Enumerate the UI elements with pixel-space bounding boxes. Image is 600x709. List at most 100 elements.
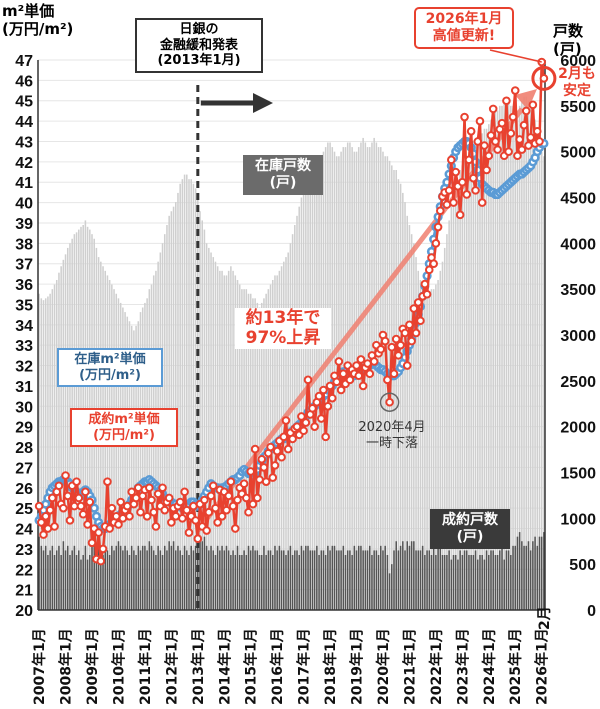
inventory-count-bar — [443, 247, 446, 610]
inventory-count-bar — [463, 160, 466, 611]
contract-price-point — [435, 206, 445, 216]
contract-count-bar — [540, 536, 543, 610]
contract-count-bar — [320, 550, 323, 610]
contract-price-point — [213, 518, 222, 527]
contract-count-bar — [413, 541, 415, 610]
contract-count-bar — [384, 545, 386, 610]
contract-count-bar — [58, 545, 60, 610]
contract-count-bar — [260, 555, 263, 610]
left-tick-label: 43 — [15, 134, 33, 151]
contract-count-bar — [71, 550, 73, 610]
contract-count-bar — [186, 550, 188, 610]
inventory-count-bar — [329, 142, 331, 610]
inventory-count-bar — [421, 289, 424, 610]
contract-count-bar — [265, 555, 267, 610]
contract-price-point — [224, 491, 233, 501]
contract-count-bar — [141, 545, 144, 610]
contract-count-bar — [285, 555, 287, 610]
contract-count-bar — [421, 545, 424, 610]
contract-count-bar — [146, 550, 148, 610]
left-tick-label: 42 — [15, 155, 33, 172]
inventory-count-bar — [476, 137, 479, 610]
inventory-count-bar — [415, 257, 417, 610]
contract-count-bar — [227, 550, 230, 610]
inventory-count-bar — [238, 284, 241, 610]
inventory-count-bar — [42, 300, 45, 610]
contract-count-bar — [483, 559, 486, 610]
contract-count-bar — [84, 545, 87, 610]
inventory-count-bar — [457, 179, 459, 610]
contract-count-bar — [89, 555, 91, 610]
contract-count-bar — [280, 550, 283, 610]
contract-count-bar — [435, 555, 437, 610]
inventory-count-bar — [221, 270, 223, 610]
inventory-count-bar — [177, 192, 179, 610]
contract-count-bar — [516, 536, 519, 610]
contract-price-point — [363, 359, 372, 368]
contract-count-bar — [49, 550, 51, 610]
contract-count-bar — [252, 545, 254, 610]
contract-price-point — [449, 198, 458, 207]
inventory-count-bar — [53, 284, 56, 610]
inventory-count-bar — [175, 202, 177, 611]
contract-price-point — [336, 385, 346, 395]
contract-price-point — [502, 96, 511, 106]
contract-count-bar — [527, 541, 530, 610]
inventory-count-bar — [318, 160, 320, 611]
contract-price-point — [444, 186, 454, 195]
inventory-count-bar — [137, 321, 140, 610]
contract-count-bar — [53, 555, 56, 610]
contract-price-point — [407, 336, 416, 346]
contract-count-bar — [181, 555, 184, 610]
contract-count-bar — [360, 545, 362, 610]
contract-price-point — [288, 434, 297, 444]
right-tick-label: 0 — [587, 603, 596, 620]
trend-arrow-head — [515, 89, 537, 110]
contract-price-point — [83, 520, 92, 529]
contract-count-bar — [269, 550, 272, 610]
contract-price-point — [387, 342, 397, 352]
inventory-count-bar — [188, 179, 190, 610]
contract-count-bar — [388, 573, 391, 610]
contract-count-bar — [150, 545, 153, 610]
contract-count-bar — [481, 555, 483, 610]
inventory-count-bar — [507, 101, 510, 610]
contract-price-point — [532, 126, 542, 136]
contract-price-point — [191, 516, 200, 525]
contract-count-bar — [108, 555, 111, 610]
inventory-count-bar — [225, 275, 228, 610]
x-tick-label: 2014年1月 — [216, 628, 233, 705]
contract-count-bar — [219, 550, 221, 610]
contract-price-point — [506, 129, 516, 138]
contract-price-point — [292, 422, 302, 431]
x-tick-label: 2012年1月 — [163, 628, 180, 705]
contract-count-bar — [300, 545, 303, 610]
inventory-count-bar — [481, 133, 483, 611]
contract-count-bar — [170, 545, 173, 610]
contract-price-point — [528, 100, 538, 110]
contract-price-point — [473, 137, 483, 146]
contract-price-point — [314, 391, 324, 401]
contract-count-bar — [80, 559, 82, 610]
contract-price-point — [380, 336, 390, 346]
contract-price-point — [488, 104, 498, 114]
contract-price-point — [433, 222, 443, 232]
contract-count-bar — [399, 545, 402, 610]
contract-price-point — [127, 487, 136, 497]
inventory-count-bar — [124, 312, 126, 610]
contract-price-point — [182, 505, 192, 515]
contract-price-point — [175, 497, 185, 507]
inventory-count-bar — [366, 147, 369, 611]
contract-count-bar — [225, 545, 228, 610]
inventory-count-bar — [465, 156, 468, 610]
contract-count-bar — [247, 545, 250, 610]
contract-price-point — [94, 528, 103, 537]
contract-price-point — [118, 514, 128, 523]
contract-price-point — [178, 514, 187, 523]
contract-price-point — [270, 461, 280, 470]
inventory-count-bar — [399, 183, 402, 610]
left-tick-label: 27 — [15, 460, 33, 477]
inventory-count-bar — [47, 296, 49, 610]
contract-count-bar — [216, 545, 219, 610]
contract-count-bar — [346, 550, 349, 610]
